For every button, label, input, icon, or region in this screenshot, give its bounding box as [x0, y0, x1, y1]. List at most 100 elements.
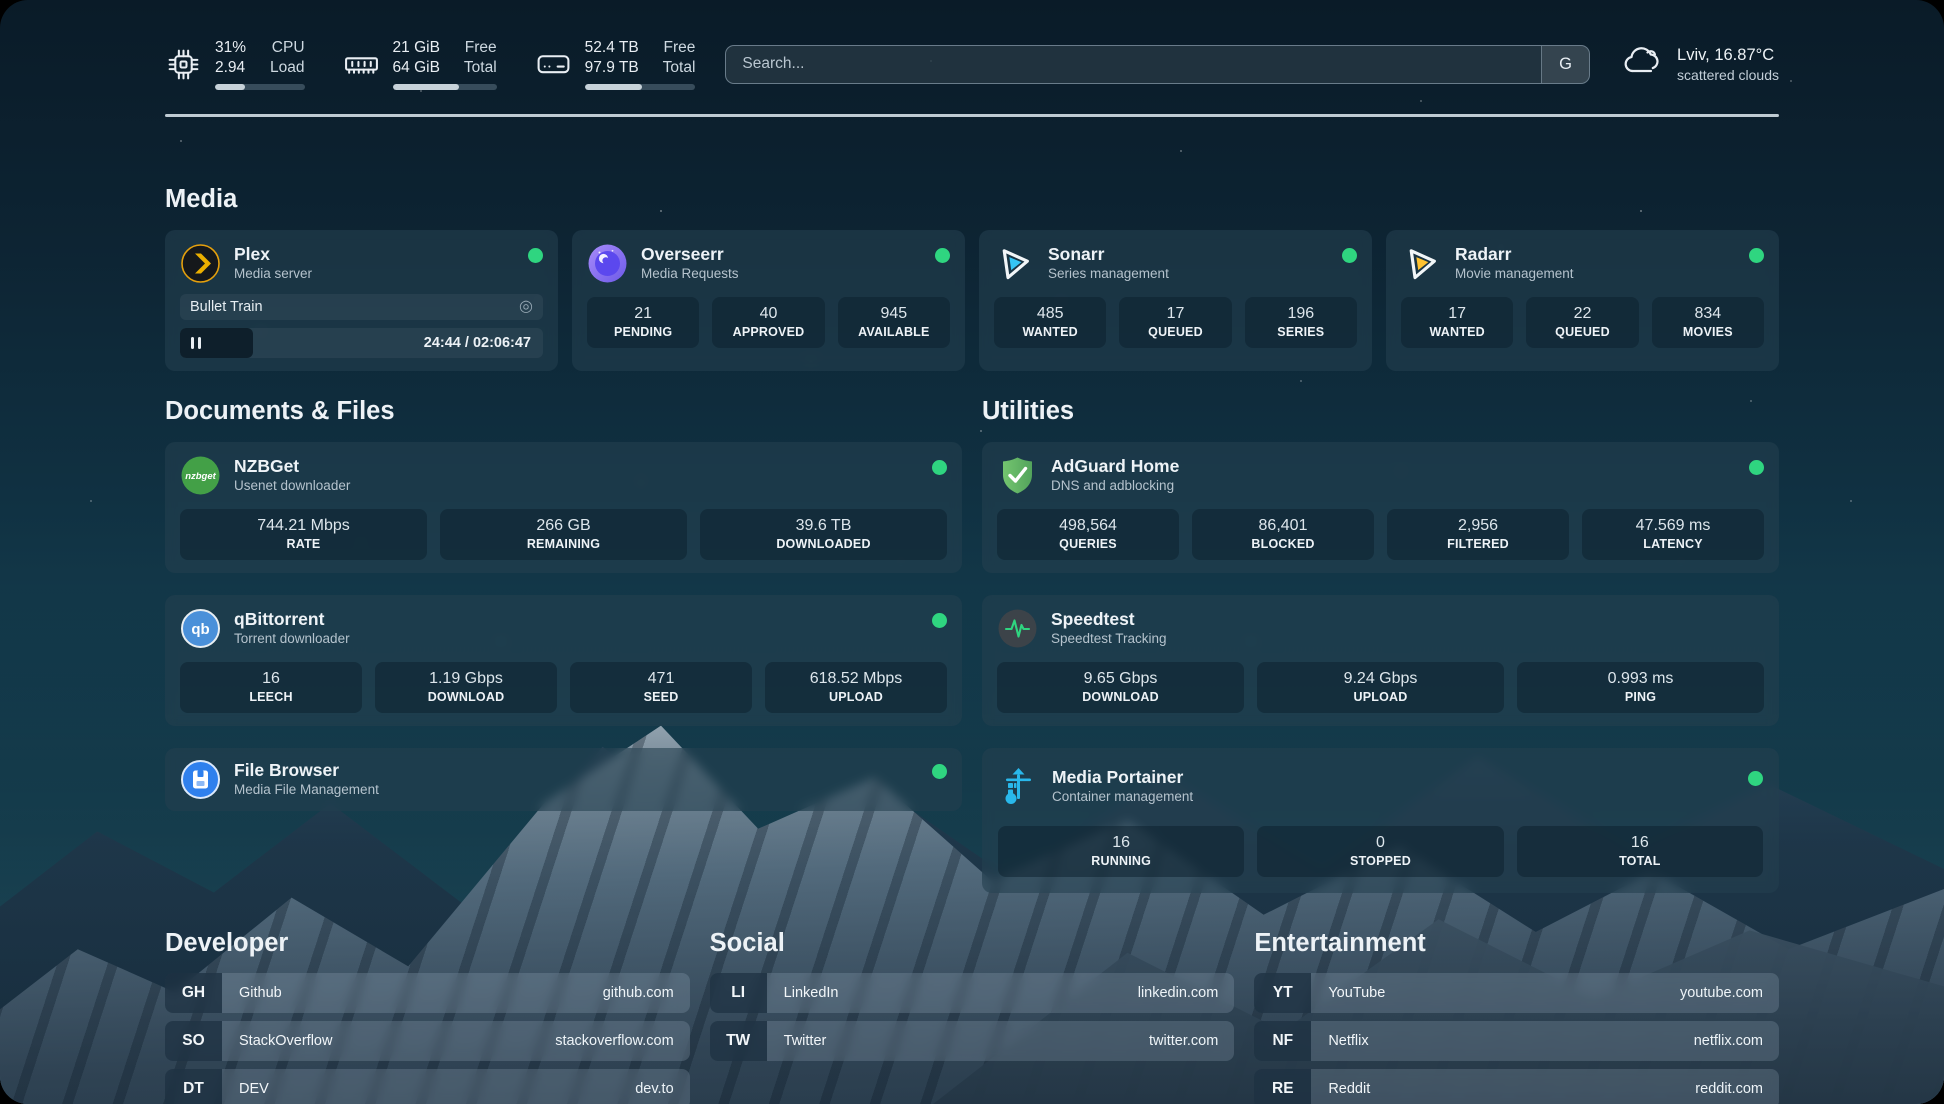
- link-name: Github: [239, 984, 282, 1001]
- app-subtitle: Usenet downloader: [234, 478, 351, 494]
- stat-value: 17: [1166, 304, 1185, 322]
- nzbget-logo: nzbget: [180, 455, 221, 496]
- stat-box: 0 STOPPED: [1257, 825, 1504, 877]
- radarr-card[interactable]: Radarr Movie management 17 WANTED 22 QUE…: [1386, 229, 1779, 371]
- portainer-logo: [998, 766, 1039, 807]
- sonarr-card[interactable]: Sonarr Series management 485 WANTED 17 Q…: [979, 229, 1372, 371]
- app-subtitle: Speedtest Tracking: [1051, 631, 1167, 647]
- stat-value: 196: [1287, 304, 1315, 322]
- search-box: G: [725, 44, 1591, 84]
- status-online-dot: [1342, 247, 1357, 263]
- plex-card[interactable]: Plex Media server Bullet Train ◎ 24:44 /…: [165, 229, 558, 371]
- link-netflix[interactable]: NF Netflix netflix.com: [1254, 1020, 1779, 1061]
- search-engine-button[interactable]: G: [1541, 45, 1590, 83]
- link-domain: linkedin.com: [1137, 984, 1219, 1001]
- portainer-card[interactable]: Media Portainer Container management 16 …: [982, 747, 1779, 893]
- qbittorrent-logo: qb: [180, 608, 221, 649]
- session-info-icon[interactable]: ◎: [519, 297, 533, 315]
- stat-box: 834 MOVIES: [1651, 296, 1764, 348]
- link-github[interactable]: GH Github github.com: [165, 972, 690, 1013]
- stat-box: 40 APPROVED: [712, 296, 825, 348]
- filebrowser-card[interactable]: File Browser Media File Management: [165, 747, 962, 811]
- now-playing-row: Bullet Train ◎: [180, 293, 543, 320]
- disk-progress-bar: [584, 84, 696, 90]
- link-abbr-badge: NF: [1254, 1020, 1312, 1061]
- search-area: G: [725, 44, 1591, 84]
- link-abbr-badge: RE: [1254, 1068, 1312, 1104]
- link-stackoverflow[interactable]: SO StackOverflow stackoverflow.com: [165, 1020, 690, 1061]
- link-name: StackOverflow: [239, 1032, 333, 1049]
- disk-free-value: 52.4 TB: [584, 39, 639, 57]
- stat-label: WANTED: [1022, 324, 1078, 339]
- stat-label: QUERIES: [1059, 536, 1117, 551]
- memory-total-value: 64 GiB: [392, 59, 440, 77]
- cpu-load-value: 2.94: [215, 59, 246, 77]
- stat-box: 1.19 Gbps DOWNLOAD: [375, 661, 557, 713]
- overseerr-card[interactable]: Overseerr Media Requests 21 PENDING 40 A…: [572, 229, 965, 371]
- link-dev[interactable]: DT DEV dev.to: [165, 1068, 690, 1104]
- stat-label: UPLOAD: [829, 689, 883, 704]
- stat-box: 22 QUEUED: [1526, 296, 1639, 348]
- link-twitter[interactable]: TW Twitter twitter.com: [709, 1020, 1235, 1061]
- stat-value: 618.52 Mbps: [809, 669, 903, 687]
- app-name: Speedtest: [1051, 608, 1135, 629]
- link-reddit[interactable]: RE Reddit reddit.com: [1254, 1068, 1779, 1104]
- adguard-card[interactable]: AdGuard Home DNS and adblocking 498,564 …: [982, 441, 1779, 573]
- stat-value: 2,956: [1457, 516, 1499, 534]
- nzbget-card[interactable]: nzbget NZBGet Usenet downloader 74: [165, 441, 962, 573]
- stat-box: 485 WANTED: [994, 296, 1107, 348]
- system-stats: 31% CPU 2.94 Load: [165, 38, 696, 90]
- link-youtube[interactable]: YT YouTube youtube.com: [1254, 972, 1779, 1013]
- stat-label: WANTED: [1429, 324, 1485, 339]
- status-online-dot: [1748, 770, 1763, 786]
- stat-value: 0: [1376, 833, 1385, 851]
- stat-value: 86,401: [1258, 516, 1308, 534]
- pause-icon[interactable]: [191, 336, 201, 349]
- link-name: YouTube: [1328, 984, 1386, 1001]
- app-subtitle: Series management: [1048, 266, 1169, 282]
- search-input[interactable]: [726, 45, 1542, 83]
- ram-icon: [343, 46, 380, 83]
- stat-box: 16 RUNNING: [998, 825, 1245, 877]
- adguard-logo: [997, 455, 1038, 496]
- memory-progress-bar: [392, 84, 497, 90]
- stat-box: 498,564 QUERIES: [997, 508, 1179, 560]
- cpu-label: CPU: [271, 39, 305, 57]
- link-domain: dev.to: [635, 1080, 674, 1097]
- stat-value: 16: [262, 669, 280, 687]
- stat-label: UPLOAD: [1353, 689, 1408, 704]
- plex-logo: [180, 243, 221, 284]
- cpu-progress-bar: [215, 84, 305, 90]
- filebrowser-logo: [180, 759, 221, 800]
- disk-total-value: 97.9 TB: [584, 59, 639, 77]
- stat-value: 9.65 Gbps: [1083, 669, 1158, 687]
- stat-label: RATE: [286, 536, 321, 551]
- app-name: Sonarr: [1048, 243, 1105, 264]
- stat-label: APPROVED: [732, 324, 805, 339]
- stat-label: LATENCY: [1643, 536, 1703, 551]
- speedtest-card[interactable]: Speedtest Speedtest Tracking 9.65 Gbps D…: [982, 594, 1779, 726]
- top-bar: 31% CPU 2.94 Load: [165, 34, 1779, 94]
- link-linkedin[interactable]: LI LinkedIn linkedin.com: [709, 972, 1235, 1013]
- stat-box: 17 WANTED: [1401, 296, 1514, 348]
- link-abbr-badge: LI: [709, 972, 767, 1013]
- stat-value: 266 GB: [536, 516, 591, 534]
- stat-box: 0.993 ms PING: [1517, 661, 1764, 713]
- stat-label: REMAINING: [526, 536, 601, 551]
- cloud-icon: [1620, 40, 1664, 89]
- app-subtitle: Movie management: [1455, 266, 1574, 282]
- sonarr-logo: [994, 243, 1035, 284]
- link-domain: stackoverflow.com: [555, 1032, 674, 1049]
- app-name: Radarr: [1455, 243, 1512, 264]
- stat-box: 9.24 Gbps UPLOAD: [1257, 661, 1504, 713]
- qbittorrent-card[interactable]: qb qBittorrent Torrent downloader: [165, 594, 962, 726]
- stat-value: 744.21 Mbps: [257, 516, 350, 534]
- stat-box: 16 TOTAL: [1516, 825, 1763, 877]
- svg-text:nzbget: nzbget: [185, 471, 216, 482]
- status-online-dot: [932, 763, 947, 779]
- link-name: Twitter: [783, 1032, 827, 1049]
- app-name: NZBGet: [234, 455, 300, 476]
- cpu-icon: [165, 46, 202, 83]
- status-online-dot: [1749, 459, 1764, 475]
